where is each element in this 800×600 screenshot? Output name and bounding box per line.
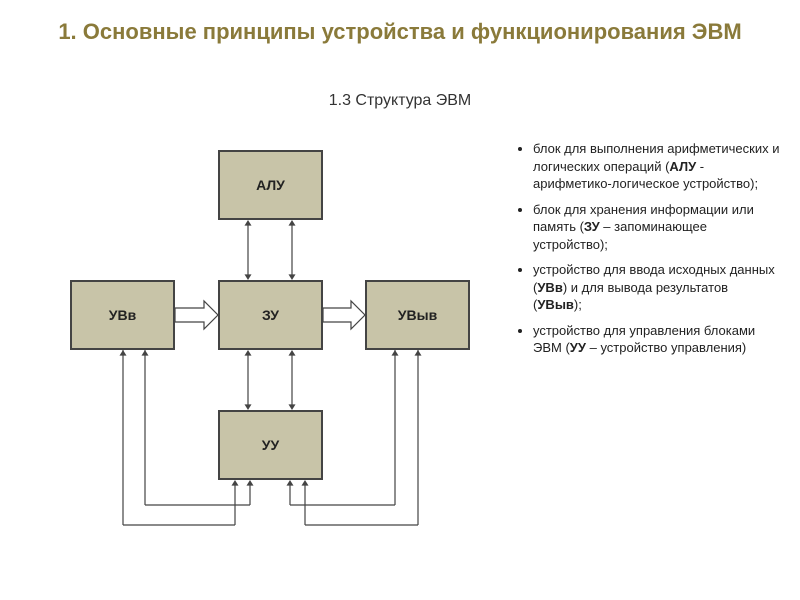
uvv-to-zu <box>175 301 218 329</box>
bullet-text: ); <box>574 297 582 312</box>
evm-structure-diagram: АЛУ ЗУ УУ УВв УВыв <box>40 130 500 560</box>
page-subtitle: 1.3 Структура ЭВМ <box>0 92 800 110</box>
bullet-bold: ЗУ <box>584 219 600 234</box>
bullet-item: блок для хранения информации или память … <box>533 201 780 254</box>
bullet-bold: УВв <box>537 280 562 295</box>
zu-to-uvyv <box>323 301 365 329</box>
bullet-item: устройство для ввода исходных данных (УВ… <box>533 261 780 314</box>
page-title: 1. Основные принципы устройства и функци… <box>0 18 800 47</box>
box-uvyv: УВыв <box>365 280 470 350</box>
box-zu: ЗУ <box>218 280 323 350</box>
bullet-bold: УУ <box>570 340 586 355</box>
bullet-text: блок для выполнения арифметических и лог… <box>533 141 779 174</box>
bullet-bold: УВыв <box>537 297 574 312</box>
bullet-item: устройство для управления блоками ЭВМ (У… <box>533 322 780 357</box>
box-uvv: УВв <box>70 280 175 350</box>
bullet-item: блок для выполнения арифметических и лог… <box>533 140 780 193</box>
bullet-text: – устройство управления) <box>586 340 746 355</box>
bullet-bold: АЛУ <box>669 159 696 174</box>
description-bullets: блок для выполнения арифметических и лог… <box>515 140 780 365</box>
box-uu: УУ <box>218 410 323 480</box>
box-alu: АЛУ <box>218 150 323 220</box>
